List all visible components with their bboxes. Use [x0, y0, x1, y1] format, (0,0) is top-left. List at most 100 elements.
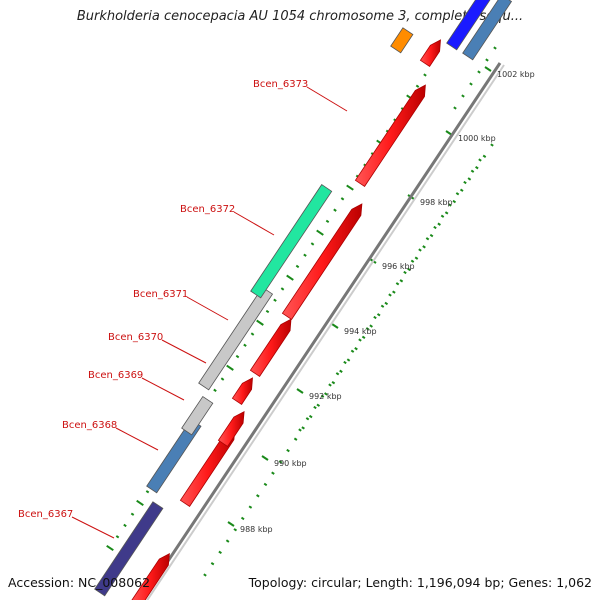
tick-mark-outer: [213, 388, 217, 393]
tick-mark-scale: [485, 58, 489, 62]
tick-mark-scale: [376, 313, 381, 317]
tick-mark-scale: [324, 392, 328, 396]
tick-mark-scale: [248, 505, 253, 509]
tick-mark-scale: [414, 256, 419, 260]
tick-mark-outer: [333, 208, 337, 212]
tick-mark-scale: [410, 259, 415, 263]
tick-mark-scale: [305, 417, 310, 421]
gene-feature[interactable]: [446, 0, 491, 51]
gene-label-bcen-6372[interactable]: Bcen_6372: [180, 204, 235, 215]
gene-feature[interactable]: [250, 184, 333, 299]
tick-mark-scale: [384, 301, 389, 306]
leader-line: [71, 516, 115, 539]
tick-mark-scale: [440, 214, 445, 218]
backbone-line: [140, 62, 502, 600]
tick-mark-scale: [278, 460, 283, 464]
tick-mark-scale: [493, 46, 497, 50]
tick-mark-scale: [477, 70, 481, 74]
tick-mark-outer: [250, 332, 255, 336]
backbone-shadow: [146, 64, 505, 600]
gene-arrow-forward[interactable]: [130, 553, 170, 600]
tick-mark-outer: [280, 287, 285, 291]
tick-mark-outer: [106, 544, 114, 552]
gene-feature[interactable]: [390, 27, 414, 54]
gene-label-bcen-6370[interactable]: Bcen_6370: [108, 332, 163, 343]
scale-label: 996 kbp: [382, 262, 415, 271]
tick-mark-scale: [331, 380, 336, 385]
tick-mark-outer: [256, 319, 264, 326]
tick-mark-outer: [235, 354, 240, 359]
tick-mark-scale: [358, 338, 362, 342]
tick-mark-scale: [328, 383, 332, 387]
tick-mark-scale: [210, 562, 215, 566]
tick-mark-outer: [340, 197, 345, 201]
leader-line: [161, 339, 207, 364]
tick-mark-scale: [490, 143, 494, 147]
tick-mark-scale: [203, 573, 207, 577]
tick-mark-scale: [392, 290, 396, 294]
tick-mark-scale: [475, 165, 479, 170]
tick-mark-outer: [303, 253, 307, 257]
tick-mark-scale: [240, 516, 245, 521]
gene-feature[interactable]: [146, 419, 202, 494]
tick-mark-scale: [350, 349, 355, 353]
gene-label-bcen-6369[interactable]: Bcen_6369: [88, 370, 143, 381]
accession-text: Accession: NC_008062: [8, 575, 151, 590]
gene-label-bcen-6371[interactable]: Bcen_6371: [133, 289, 188, 300]
gene-arrow-forward[interactable]: [217, 411, 245, 447]
tick-mark-scale: [263, 482, 268, 487]
tick-mark-scale: [335, 372, 340, 376]
tick-mark-scale: [373, 315, 377, 320]
tick-mark-scale: [461, 94, 465, 98]
tick-mark-scale: [313, 405, 317, 410]
gene-arrow-forward[interactable]: [354, 84, 426, 187]
tick-mark-scale: [448, 203, 452, 207]
tick-mark-scale: [308, 414, 313, 419]
tick-mark-scale: [418, 248, 422, 252]
scale-label: 990 kbp: [274, 459, 307, 468]
gene-feature[interactable]: [462, 0, 513, 61]
tick-mark-scale: [346, 358, 351, 362]
tick-mark-major: [296, 388, 304, 394]
leader-line: [186, 296, 229, 321]
leader-line: [141, 377, 185, 401]
tick-mark-scale: [256, 494, 260, 498]
tick-mark-outer: [265, 309, 270, 314]
gene-feature[interactable]: [198, 286, 274, 391]
gene-label-bcen-6373[interactable]: Bcen_6373: [253, 79, 308, 90]
tick-mark-scale: [298, 428, 302, 432]
tick-mark-outer: [295, 264, 300, 269]
tick-mark-outer: [325, 219, 330, 224]
tick-mark-scale: [388, 293, 392, 297]
tick-mark-outer: [346, 184, 354, 191]
summary-text: Topology: circular; Length: 1,196,094 bp…: [248, 575, 592, 590]
tick-mark-scale: [218, 550, 222, 555]
tick-mark-outer: [123, 523, 127, 528]
tick-mark-outer: [310, 242, 315, 246]
tick-mark-scale: [455, 192, 460, 196]
tick-mark-scale: [437, 222, 441, 226]
gene-feature[interactable]: [94, 501, 164, 597]
tick-mark-outer: [130, 512, 135, 516]
tick-mark-major: [227, 521, 235, 527]
tick-mark-outer: [243, 343, 247, 347]
tick-mark-major: [484, 66, 492, 72]
gene-arrow-forward[interactable]: [281, 203, 363, 320]
tick-mark-scale: [399, 279, 404, 283]
gene-arrow-forward[interactable]: [419, 39, 441, 67]
gene-arrow-forward[interactable]: [249, 318, 292, 377]
gene-label-bcen-6367[interactable]: Bcen_6367: [18, 509, 73, 520]
gene-arrow-forward[interactable]: [231, 377, 253, 405]
tick-mark-scale: [339, 369, 343, 373]
tick-mark-major: [261, 455, 269, 461]
gene-feature[interactable]: [181, 395, 214, 436]
tick-mark-outer: [220, 377, 225, 381]
tick-mark-scale: [482, 154, 487, 158]
tick-mark-outer: [226, 364, 234, 371]
tick-mark-scale: [369, 324, 373, 328]
tick-mark-scale: [444, 211, 449, 215]
tick-mark-scale: [365, 327, 370, 331]
tick-mark-scale: [225, 539, 230, 543]
gene-label-bcen-6368[interactable]: Bcen_6368: [62, 420, 117, 431]
